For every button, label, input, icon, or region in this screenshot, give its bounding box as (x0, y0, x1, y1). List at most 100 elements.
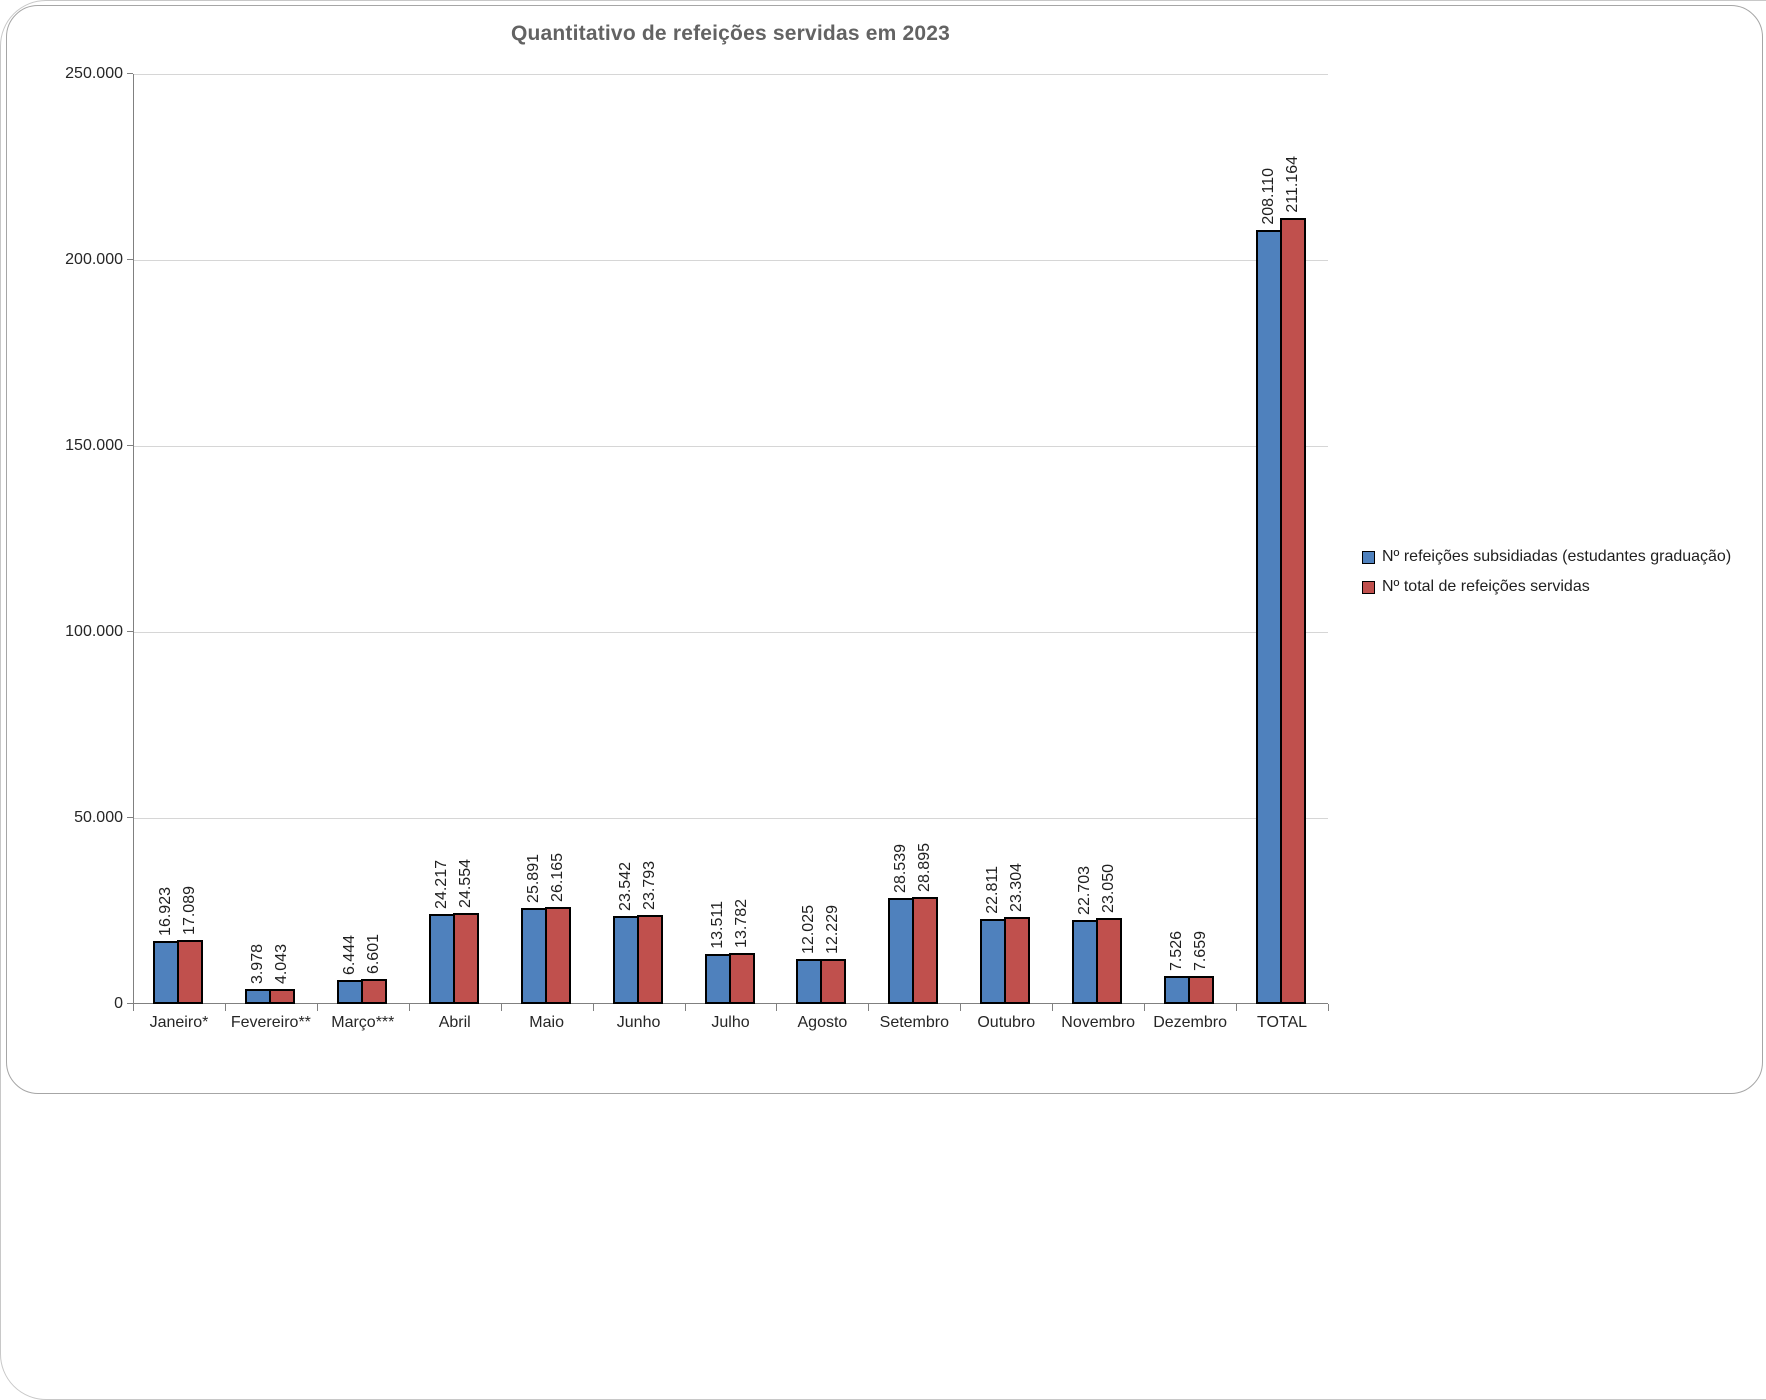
bar-total (1280, 218, 1307, 1004)
x-axis-tick (133, 1004, 134, 1011)
bar-subsidized (980, 919, 1007, 1004)
x-axis-tick (592, 1004, 594, 1011)
bar-total (268, 989, 295, 1004)
x-axis-tick (1236, 1004, 1238, 1011)
y-tick-label: 0 (114, 995, 123, 1012)
x-axis-tick (1052, 1004, 1054, 1011)
bar-total (176, 940, 203, 1004)
bar-subsidized (796, 959, 823, 1004)
x-category-label: Outubro (977, 1014, 1036, 1031)
bar-total (452, 913, 479, 1004)
y-axis-tick (127, 445, 133, 446)
bar-value-label: 23.542 (616, 862, 634, 911)
bar-subsidized (704, 954, 731, 1004)
bar-value-label: 17.089 (180, 886, 198, 935)
bar-value-label: 24.554 (456, 859, 474, 908)
bar-value-label: 13.782 (732, 899, 750, 948)
y-axis-tick (127, 259, 133, 260)
x-axis-tick (776, 1004, 778, 1011)
y-axis-line (133, 74, 134, 1004)
bar-total (1096, 918, 1123, 1004)
y-tick-label: 100.000 (65, 623, 123, 640)
x-category-label: Novembro (1061, 1014, 1136, 1031)
bar-total (912, 897, 939, 1004)
x-axis-tick (1328, 1004, 1329, 1011)
bar-value-label: 6.444 (340, 934, 358, 975)
gridline (133, 260, 1328, 261)
bar-value-label: 28.895 (916, 843, 934, 892)
bar-subsidized (1072, 920, 1099, 1004)
y-tick-label: 200.000 (65, 251, 123, 268)
chart-title: Quantitativo de refeições servidas em 20… (510, 22, 951, 45)
bar-subsidized (520, 908, 547, 1004)
bar-value-label: 28.539 (892, 844, 910, 893)
bar-value-label: 3.978 (248, 943, 266, 984)
x-category-label: Março*** (331, 1014, 395, 1031)
gridline (133, 632, 1328, 633)
bar-value-label: 25.891 (524, 854, 542, 903)
y-tick-label: 150.000 (65, 437, 123, 454)
x-axis-tick (316, 1004, 318, 1011)
bar-subsidized (888, 898, 915, 1004)
legend-item-total: Nº total de refeições servidas (1362, 576, 1731, 598)
x-axis-tick (408, 1004, 410, 1011)
legend-swatch-red (1362, 580, 1375, 594)
x-category-label: Fevereiro** (230, 1014, 311, 1031)
y-axis-tick (127, 631, 133, 632)
bar-value-label: 7.659 (1192, 930, 1210, 971)
y-axis-tick (127, 817, 133, 818)
y-tick-label: 250.000 (65, 65, 123, 82)
x-axis-tick (1144, 1004, 1146, 1011)
bar-total (1188, 976, 1215, 1004)
bar-value-label: 208.110 (1260, 168, 1278, 225)
gridline (133, 74, 1328, 75)
bar-value-label: 23.304 (1008, 863, 1026, 912)
chart-frame-border (6, 5, 1763, 1094)
legend-label-subsidized: Nº refeições subsidiadas (estudantes gra… (1382, 548, 1732, 565)
bar-subsidized (1256, 230, 1283, 1004)
bar-value-label: 6.601 (364, 933, 382, 974)
x-category-label: Dezembro (1153, 1014, 1227, 1031)
bar-value-label: 23.050 (1100, 864, 1118, 913)
bar-subsidized (336, 980, 363, 1004)
bar-value-label: 26.165 (548, 853, 566, 902)
plot-area: 16.923 17.089 3.978 4.043 6.444 6.601 24.217 24… (127, 73, 1329, 1011)
gridline (133, 446, 1328, 447)
bar-subsidized (152, 941, 179, 1004)
x-axis-tick (684, 1004, 686, 1011)
bar-value-label: 22.811 (984, 866, 1002, 914)
legend-label-total: Nº total de refeições servidas (1382, 578, 1590, 595)
bar-value-label: 13.511 (708, 901, 726, 949)
gridline (133, 818, 1328, 819)
bar-total (636, 915, 663, 1004)
bar-value-label: 16.923 (156, 887, 174, 936)
x-axis-tick (224, 1004, 226, 1011)
x-category-label: Agosto (797, 1014, 848, 1031)
x-category-label: Setembro (879, 1014, 950, 1031)
bar-value-label: 22.703 (1076, 866, 1094, 915)
bar-subsidized (1164, 976, 1191, 1004)
bar-value-label: 7.526 (1168, 930, 1186, 971)
x-category-label: Janeiro* (149, 1014, 209, 1031)
bar-value-label: 4.043 (272, 943, 290, 984)
x-axis-tick (500, 1004, 502, 1011)
bar-value-label: 12.025 (800, 905, 818, 954)
bar-value-label: 24.217 (432, 860, 450, 909)
x-category-label: Junho (616, 1014, 661, 1031)
bar-value-label: 23.793 (640, 861, 658, 910)
x-category-label: TOTAL (1256, 1014, 1308, 1031)
x-axis-tick (960, 1004, 962, 1011)
bar-total (820, 959, 847, 1004)
x-axis-tick (868, 1004, 870, 1011)
bar-subsidized (612, 916, 639, 1004)
bar-value-label: 211.164 (1284, 156, 1302, 213)
y-axis-tick (127, 73, 133, 74)
bar-total (728, 953, 755, 1004)
x-category-label: Julho (711, 1014, 750, 1031)
bar-subsidized (428, 914, 455, 1004)
legend: Nº refeições subsidiadas (estudantes gra… (1362, 546, 1731, 606)
x-category-label: Maio (529, 1014, 564, 1031)
bar-total (360, 979, 387, 1004)
bar-subsidized (244, 989, 271, 1004)
